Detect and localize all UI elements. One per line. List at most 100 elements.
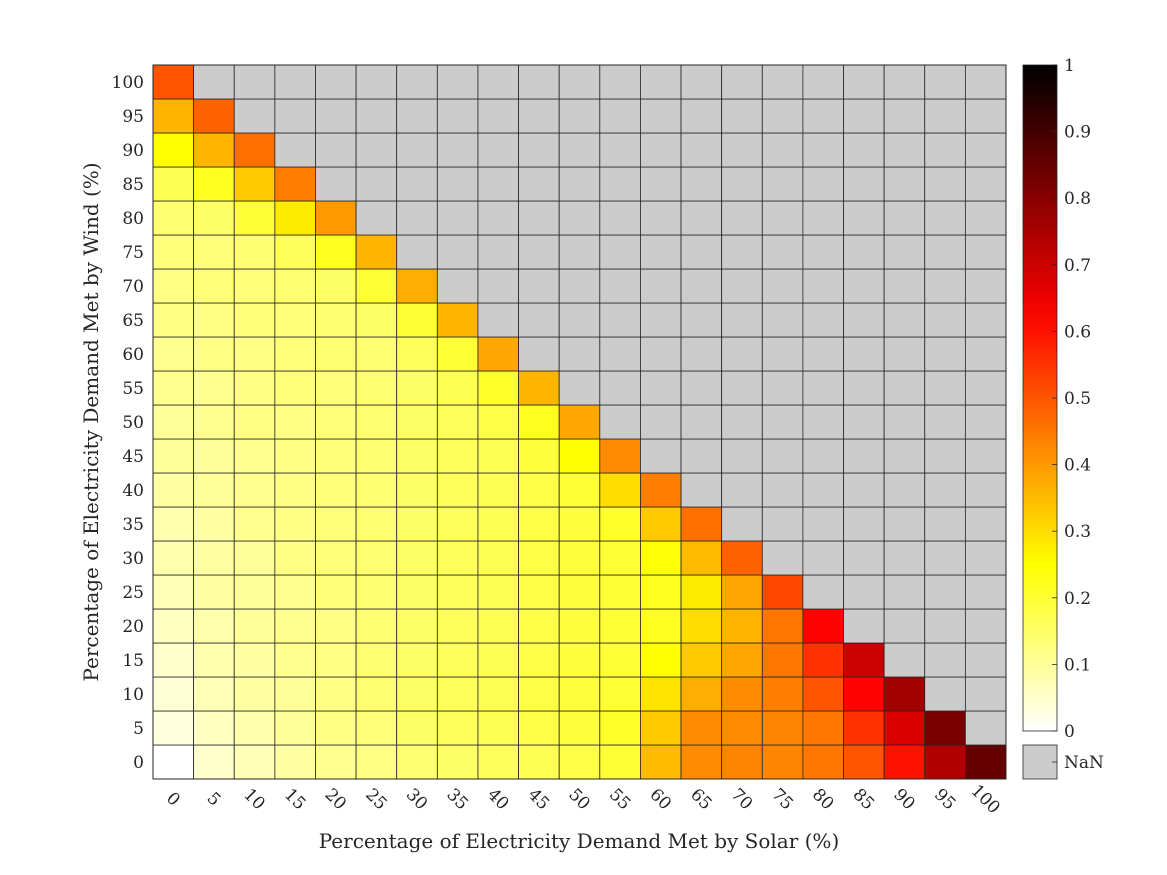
- heatmap-cell: [315, 506, 357, 542]
- heatmap-cell: [599, 608, 641, 644]
- heatmap-cell: [761, 438, 804, 474]
- x-tick-label: 5: [203, 789, 225, 811]
- heatmap-cell: [843, 166, 885, 202]
- heatmap-cell: [436, 268, 479, 304]
- heatmap-cell: [193, 200, 235, 236]
- heatmap-cell: [233, 472, 276, 508]
- heatmap-cell: [761, 64, 804, 100]
- heatmap-cell: [843, 404, 885, 440]
- heatmap-cell: [233, 336, 276, 372]
- heatmap-cell: [436, 98, 479, 134]
- x-tick-label: 100: [967, 781, 1004, 818]
- heatmap-cell: [924, 336, 966, 372]
- heatmap-cell: [761, 98, 804, 134]
- heatmap-cell: [964, 472, 1007, 508]
- heatmap-cell: [558, 472, 601, 508]
- plot-frame: [152, 64, 1007, 780]
- heatmap-cell: [883, 200, 926, 236]
- heatmap-cell: [274, 744, 316, 780]
- heatmap-cell: [640, 472, 682, 508]
- heatmap-cell: [477, 132, 519, 168]
- heatmap-cell: [233, 642, 276, 678]
- heatmap-cell: [274, 166, 316, 202]
- heatmap-cell: [152, 132, 195, 168]
- heatmap-cell: [680, 642, 723, 678]
- heatmap-cell: [436, 540, 479, 576]
- heatmap-cell: [802, 268, 844, 304]
- y-tick-label: 95: [122, 107, 144, 127]
- x-tick-label: 50: [564, 785, 593, 814]
- heatmap-cell: [477, 642, 519, 678]
- heatmap-cell: [233, 574, 276, 610]
- heatmap-cell: [152, 404, 195, 440]
- heatmap-cell: [640, 302, 682, 338]
- heatmap-cell: [355, 302, 398, 338]
- heatmap-cell: [721, 132, 763, 168]
- y-tick-label: 5: [133, 719, 144, 739]
- x-tick-label: 30: [402, 785, 431, 814]
- heatmap-cell: [193, 506, 235, 542]
- heatmap-cell: [315, 132, 357, 168]
- heatmap-cell: [599, 370, 641, 406]
- heatmap-cell: [315, 98, 357, 134]
- heatmap-cell: [477, 574, 519, 610]
- heatmap-cell: [802, 166, 844, 202]
- heatmap-cell: [721, 268, 763, 304]
- heatmap-cell: [558, 268, 601, 304]
- heatmap-cell: [193, 744, 235, 780]
- y-tick-labels: 0 5 10 15 20 25 30 35 40 45 50 55 60 65 70 75 80 85 90 95 10…: [112, 73, 144, 773]
- heatmap-cell: [964, 574, 1007, 610]
- nan-legend: NaN: [1022, 744, 1104, 780]
- heatmap-cell: [436, 370, 479, 406]
- heatmap-cell: [680, 234, 723, 270]
- x-tick-label: 60: [646, 785, 675, 814]
- heatmap-cell: [315, 200, 357, 236]
- heatmap-cell: [761, 608, 804, 644]
- heatmap-cell: [477, 234, 519, 270]
- heatmap-cell: [924, 642, 966, 678]
- heatmap-cell: [761, 506, 804, 542]
- heatmap-cell: [883, 608, 926, 644]
- heatmap-cell: [355, 370, 398, 406]
- x-tick-label: 65: [686, 785, 715, 814]
- x-tick-label: 0: [162, 789, 184, 811]
- y-tick-label: 90: [122, 141, 144, 161]
- heatmap-cell: [802, 234, 844, 270]
- heatmap-cell: [721, 438, 763, 474]
- heatmap-cell: [802, 404, 844, 440]
- heatmap-cell: [477, 268, 519, 304]
- heatmap-cell: [558, 574, 601, 610]
- heatmap-cell: [640, 404, 682, 440]
- heatmap-cell: [640, 268, 682, 304]
- x-tick-label: 10: [239, 785, 268, 814]
- heatmap-cell: [924, 676, 966, 712]
- heatmap-cell: [964, 744, 1007, 780]
- heatmap-cell: [315, 744, 357, 780]
- heatmap-cell: [558, 336, 601, 372]
- heatmap-cell: [233, 268, 276, 304]
- heatmap-cell: [680, 64, 723, 100]
- heatmap-cell: [193, 642, 235, 678]
- heatmap-cell: [315, 574, 357, 610]
- heatmap-cell: [761, 370, 804, 406]
- heatmap-cell: [761, 744, 804, 780]
- heatmap-cell: [274, 710, 316, 746]
- heatmap-cell: [640, 676, 682, 712]
- heatmap-cell: [599, 404, 641, 440]
- heatmap-cell: [518, 64, 560, 100]
- heatmap-cell: [843, 710, 885, 746]
- heatmap-cell: [721, 370, 763, 406]
- heatmap-cell: [355, 506, 398, 542]
- x-tick-label: 20: [321, 785, 350, 814]
- y-tick-label: 65: [122, 311, 144, 331]
- heatmap-cell: [640, 64, 682, 100]
- heatmap-cell: [274, 64, 316, 100]
- heatmap-cell: [924, 574, 966, 610]
- heatmap-cell: [152, 540, 195, 576]
- heatmap-cell: [924, 438, 966, 474]
- heatmap-cell: [274, 370, 316, 406]
- heatmap-cell: [152, 302, 195, 338]
- heatmap-cell: [193, 676, 235, 712]
- heatmap-cell: [843, 438, 885, 474]
- heatmap-cell: [802, 676, 844, 712]
